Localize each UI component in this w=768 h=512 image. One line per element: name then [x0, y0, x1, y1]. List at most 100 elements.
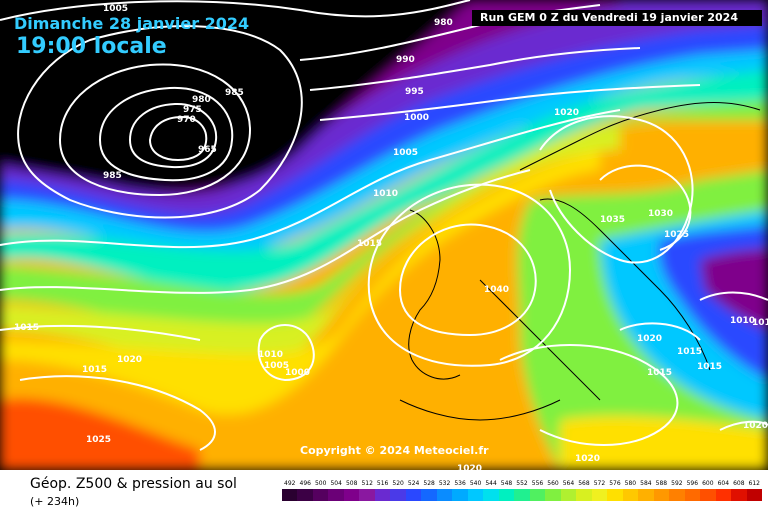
- scale-label: 528: [423, 480, 435, 487]
- scale-swatch: [746, 489, 763, 501]
- scale-label: 536: [454, 480, 466, 487]
- isobar-label: 1015: [647, 368, 672, 378]
- isobars: [0, 0, 768, 451]
- scale-label: 512: [361, 480, 373, 487]
- isobar-label: 1005: [103, 4, 128, 14]
- isobar-label: 985: [103, 171, 122, 181]
- scale-label: 524: [407, 480, 420, 487]
- isobar-label: 970: [177, 115, 196, 125]
- scale-label: 492: [284, 480, 296, 487]
- isobar-label: 1020: [743, 421, 768, 431]
- copyright: Copyright © 2024 Meteociel.fr: [300, 444, 489, 457]
- scale-label: 556: [531, 480, 544, 487]
- isobar-label: 975: [183, 105, 202, 115]
- scale-swatch: [328, 489, 344, 501]
- scale-label: 552: [516, 480, 528, 487]
- scale-label: 496: [299, 480, 311, 487]
- scale-label: 604: [717, 480, 730, 487]
- scale-label: 600: [702, 480, 714, 487]
- scale-label: 584: [640, 480, 652, 487]
- scale-swatch: [731, 489, 747, 501]
- isobar-label: 1040: [484, 285, 509, 295]
- isobar-label: 1020: [637, 334, 662, 344]
- scale-label: 596: [686, 480, 699, 487]
- scale-swatch: [421, 489, 437, 501]
- isobar-label: 1020: [117, 355, 142, 365]
- scale-label: 500: [314, 480, 327, 487]
- scale-swatch: [483, 489, 499, 501]
- scale-swatch: [374, 489, 391, 501]
- isobar-label: 1030: [648, 209, 673, 219]
- scale-label: 508: [345, 480, 358, 487]
- isobar-label: 1020: [554, 108, 579, 118]
- scale-swatch: [498, 489, 515, 501]
- forecast-time: 19:00 locale: [16, 34, 167, 59]
- scale-swatch: [622, 489, 639, 501]
- isobar-label: 990: [396, 55, 415, 65]
- scale-swatch: [529, 489, 546, 501]
- isobar-labels: 1005 980 990 995 985 980 975 970 965 985…: [14, 4, 768, 470]
- scale-label: 592: [671, 480, 683, 487]
- scale-label: 520: [392, 480, 404, 487]
- scale-swatch: [359, 489, 375, 501]
- scale-swatch: [467, 489, 484, 501]
- scale-swatch: [545, 489, 561, 501]
- geopotential-field: [0, 0, 768, 470]
- isobar-label: 980: [192, 95, 211, 105]
- scale-label: 548: [500, 480, 513, 487]
- coastlines: [399, 102, 761, 421]
- scale-label: 608: [733, 480, 745, 487]
- isobar-label: 1015: [697, 362, 722, 372]
- scale-swatch: [684, 489, 701, 501]
- footer-title: Géop. Z500 & pression au sol: [30, 476, 237, 492]
- scale-swatch: [669, 489, 685, 501]
- run-info: Run GEM 0 Z du Vendredi 19 janvier 2024: [472, 10, 762, 26]
- scale-swatch: [390, 489, 406, 501]
- scale-label: 588: [655, 480, 668, 487]
- scale-label: 560: [547, 480, 559, 487]
- scale-swatch: [607, 489, 623, 501]
- isobar-label: 1015: [677, 347, 702, 357]
- scale-label: 568: [578, 480, 590, 487]
- scale-label: 540: [469, 480, 482, 487]
- isobar-label: 1005: [264, 361, 289, 371]
- scale-swatch: [591, 489, 608, 501]
- scale-swatch: [452, 489, 468, 501]
- scale-swatch: [653, 489, 670, 501]
- scale-swatch: [343, 489, 360, 501]
- isobar-label: 1010: [258, 350, 283, 360]
- scale-label: 544: [485, 480, 497, 487]
- footer-subtitle: (+ 234h): [30, 495, 80, 508]
- isobar-label: 1015: [357, 239, 382, 249]
- scale-swatch: [700, 489, 716, 501]
- isobar-label: 995: [405, 87, 424, 97]
- scale-swatch: [312, 489, 329, 501]
- color-scale-bar: [282, 489, 763, 501]
- scale-swatch: [436, 489, 453, 501]
- weather-map: 1005 980 990 995 985 980 975 970 965 985…: [0, 0, 768, 470]
- scale-swatch: [576, 489, 592, 501]
- isobar-label: 1010: [373, 189, 398, 199]
- scale-label: 612: [748, 480, 760, 487]
- scale-swatch: [282, 489, 298, 501]
- isobar-label: 965: [198, 145, 217, 155]
- isobar-label: 1005: [393, 148, 418, 158]
- color-scale-labels: 492 496 500 504 508 512 516 520 524 528 532 536 540 5…: [282, 480, 762, 487]
- scale-swatch: [297, 489, 313, 501]
- scale-swatch: [514, 489, 530, 501]
- isobar-label: 1020: [457, 464, 482, 470]
- scale-swatch: [405, 489, 422, 501]
- isobar-label: 985: [225, 88, 244, 98]
- isobar-label: 980: [434, 18, 453, 28]
- isobar-label: 1010: [730, 316, 755, 326]
- scale-swatch: [715, 489, 732, 501]
- scale-label: 576: [609, 480, 621, 487]
- isobar-label: 1035: [600, 215, 625, 225]
- scale-label: 572: [593, 480, 606, 487]
- isobar-label: 1015: [14, 323, 39, 333]
- isobar-label: 1025: [86, 435, 111, 445]
- scale-label: 504: [330, 480, 342, 487]
- color-scale: 492 496 500 504 508 512 516 520 524 528 532 536 540 5…: [282, 480, 763, 501]
- forecast-date: Dimanche 28 janvier 2024: [14, 14, 250, 33]
- isobar-label: 1010: [752, 318, 768, 328]
